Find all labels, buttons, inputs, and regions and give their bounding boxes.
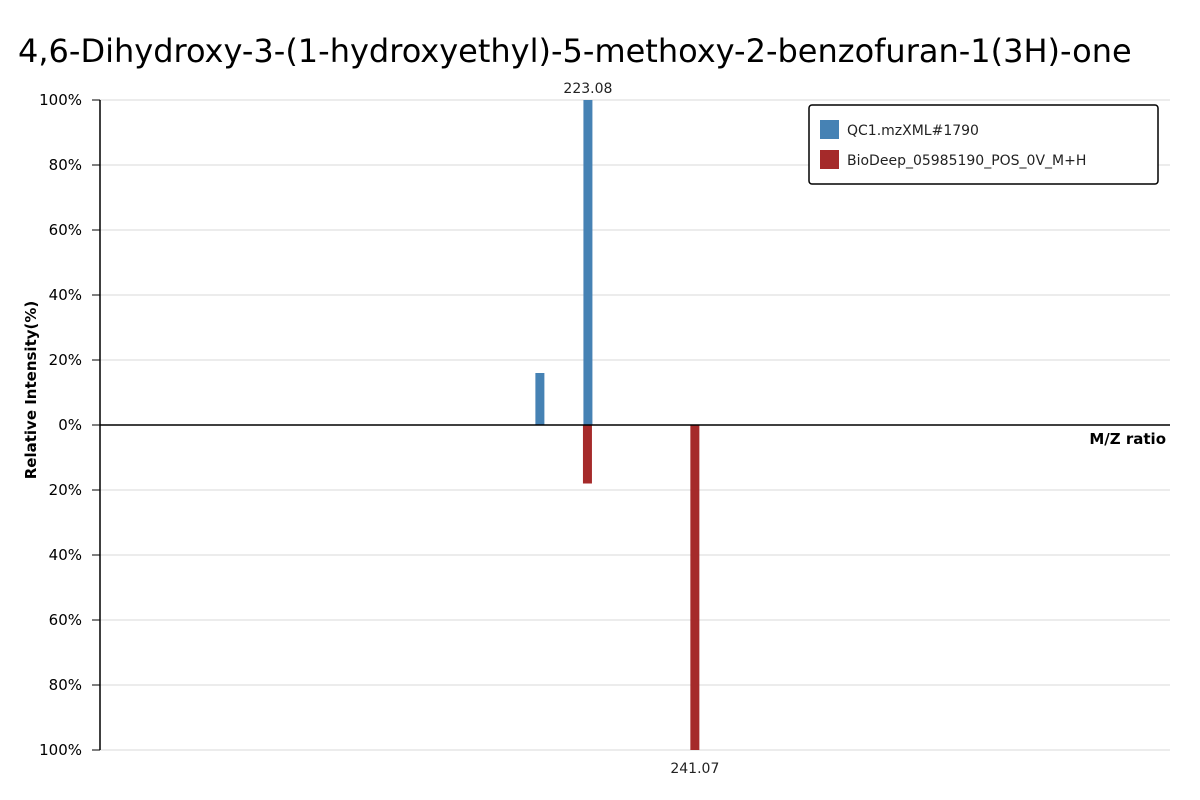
peak-bar — [690, 425, 700, 750]
y-tick-label: 60% — [49, 221, 82, 239]
legend-label-biodeep: BioDeep_05985190_POS_0V_M+H — [847, 153, 1086, 169]
peak-label: 241.07 — [670, 761, 719, 777]
peak-bar — [583, 100, 593, 425]
x-axis-label: M/Z ratio — [1089, 430, 1166, 448]
legend: QC1.mzXML#1790 BioDeep_05985190_POS_0V_M… — [808, 104, 1159, 185]
axes — [99, 100, 1170, 750]
grid-lines — [100, 99, 1170, 751]
peak-label: 223.08 — [563, 81, 612, 97]
legend-box — [808, 104, 1159, 185]
y-tick-label: 20% — [49, 351, 82, 369]
y-tick-labels: 100% 80% 60% 40% 20% 0% 20% 40% 60% 80% 100% — [39, 91, 100, 759]
y-tick-label: 20% — [49, 481, 82, 499]
peak-bars — [535, 100, 700, 750]
peak-labels: 223.08 241.07 — [563, 81, 719, 777]
y-tick-label: 80% — [49, 156, 82, 174]
y-tick-label: 100% — [39, 741, 82, 759]
legend-swatch-qc1 — [820, 120, 839, 139]
y-tick-label: 40% — [49, 546, 82, 564]
y-tick-label: 0% — [58, 416, 82, 434]
peak-bar — [535, 373, 545, 425]
y-tick-label: 40% — [49, 286, 82, 304]
legend-swatch-biodeep — [820, 150, 839, 169]
legend-label-qc1: QC1.mzXML#1790 — [847, 123, 979, 139]
y-axis-label: Relative Intensity(%) — [22, 301, 40, 480]
y-tick-label: 80% — [49, 676, 82, 694]
chart-title: 4,6-Dihydroxy-3-(1-hydroxyethyl)-5-metho… — [18, 32, 1132, 70]
y-tick-label: 60% — [49, 611, 82, 629]
peak-bar — [582, 425, 592, 484]
y-tick-label: 100% — [39, 91, 82, 109]
